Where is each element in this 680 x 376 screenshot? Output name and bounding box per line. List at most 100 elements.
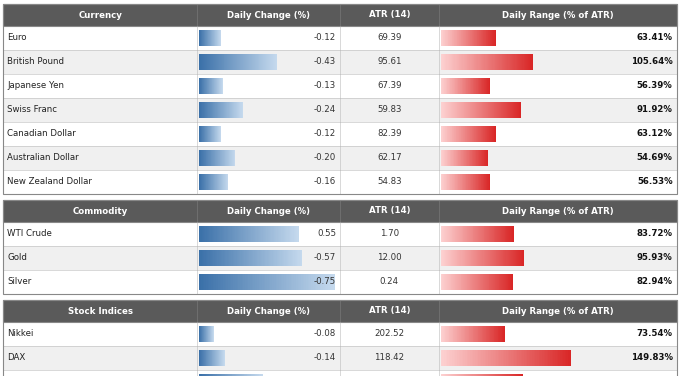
Bar bbox=[517, 54, 519, 70]
Text: 63.12%: 63.12% bbox=[636, 129, 673, 138]
Bar bbox=[235, 226, 237, 242]
Bar bbox=[492, 374, 493, 376]
Bar bbox=[280, 250, 282, 266]
Bar bbox=[248, 54, 249, 70]
Bar bbox=[462, 226, 464, 242]
Bar bbox=[490, 350, 491, 366]
Bar bbox=[201, 250, 202, 266]
Bar bbox=[511, 250, 512, 266]
Bar bbox=[254, 226, 255, 242]
Bar bbox=[478, 326, 479, 342]
Bar bbox=[494, 30, 495, 45]
Bar bbox=[275, 274, 277, 290]
Bar bbox=[451, 374, 452, 376]
Bar bbox=[459, 226, 460, 242]
Bar bbox=[478, 350, 480, 366]
Bar bbox=[457, 126, 458, 142]
Bar bbox=[476, 326, 477, 342]
Bar bbox=[490, 250, 491, 266]
Bar bbox=[498, 250, 499, 266]
Bar bbox=[288, 274, 289, 290]
Bar bbox=[240, 274, 241, 290]
Bar bbox=[451, 102, 452, 118]
Bar bbox=[487, 30, 488, 45]
Bar bbox=[206, 274, 207, 290]
Bar bbox=[500, 374, 501, 376]
Bar bbox=[460, 30, 461, 45]
Bar bbox=[515, 250, 516, 266]
Bar bbox=[524, 54, 525, 70]
Bar bbox=[506, 350, 508, 366]
Bar bbox=[509, 350, 511, 366]
Bar bbox=[449, 226, 451, 242]
Bar bbox=[207, 374, 208, 376]
Bar bbox=[225, 374, 226, 376]
Bar bbox=[456, 350, 457, 366]
Bar bbox=[491, 126, 492, 142]
Bar bbox=[465, 374, 466, 376]
Bar bbox=[493, 274, 494, 290]
Bar bbox=[493, 126, 494, 142]
Bar bbox=[528, 54, 529, 70]
Bar bbox=[451, 54, 452, 70]
Bar bbox=[201, 54, 202, 70]
Bar bbox=[466, 54, 467, 70]
Bar bbox=[493, 30, 494, 45]
Bar bbox=[477, 326, 478, 342]
Bar bbox=[490, 374, 491, 376]
Bar bbox=[479, 326, 480, 342]
Bar bbox=[499, 374, 500, 376]
Text: Canadian Dollar: Canadian Dollar bbox=[7, 129, 76, 138]
Bar bbox=[475, 126, 476, 142]
Bar bbox=[252, 274, 254, 290]
Bar bbox=[449, 326, 450, 342]
Text: 63.41%: 63.41% bbox=[636, 33, 673, 42]
Bar bbox=[205, 374, 206, 376]
Bar bbox=[282, 226, 284, 242]
Bar bbox=[252, 250, 254, 266]
Bar bbox=[483, 374, 485, 376]
Bar bbox=[499, 250, 500, 266]
Bar bbox=[261, 374, 262, 376]
Bar bbox=[268, 54, 269, 70]
Bar bbox=[446, 30, 447, 45]
Bar bbox=[3, 300, 677, 322]
Bar bbox=[492, 226, 493, 242]
Bar bbox=[250, 54, 251, 70]
Bar bbox=[467, 326, 468, 342]
Bar bbox=[495, 30, 496, 45]
Bar bbox=[483, 126, 484, 142]
Bar bbox=[503, 54, 504, 70]
Bar bbox=[452, 250, 453, 266]
Bar bbox=[498, 326, 499, 342]
Bar bbox=[483, 374, 484, 376]
Bar bbox=[495, 54, 496, 70]
Bar bbox=[270, 250, 271, 266]
Bar bbox=[229, 226, 231, 242]
Bar bbox=[222, 250, 224, 266]
Bar bbox=[471, 102, 472, 118]
Bar bbox=[252, 374, 253, 376]
Bar bbox=[522, 54, 524, 70]
Bar bbox=[234, 250, 235, 266]
Bar bbox=[476, 30, 477, 45]
Bar bbox=[467, 374, 469, 376]
Text: 56.53%: 56.53% bbox=[637, 177, 673, 186]
Bar bbox=[238, 374, 239, 376]
Bar bbox=[333, 274, 335, 290]
Bar bbox=[288, 226, 289, 242]
Bar bbox=[510, 274, 511, 290]
Bar bbox=[483, 54, 484, 70]
Bar bbox=[481, 226, 483, 242]
Bar bbox=[261, 54, 262, 70]
Bar bbox=[505, 250, 507, 266]
Bar bbox=[494, 126, 495, 142]
Bar bbox=[221, 250, 222, 266]
Bar bbox=[296, 250, 297, 266]
Text: 54.83: 54.83 bbox=[377, 177, 402, 186]
Bar bbox=[510, 54, 511, 70]
Bar bbox=[214, 54, 215, 70]
Bar bbox=[448, 226, 449, 242]
Bar bbox=[521, 350, 522, 366]
Bar bbox=[288, 250, 290, 266]
